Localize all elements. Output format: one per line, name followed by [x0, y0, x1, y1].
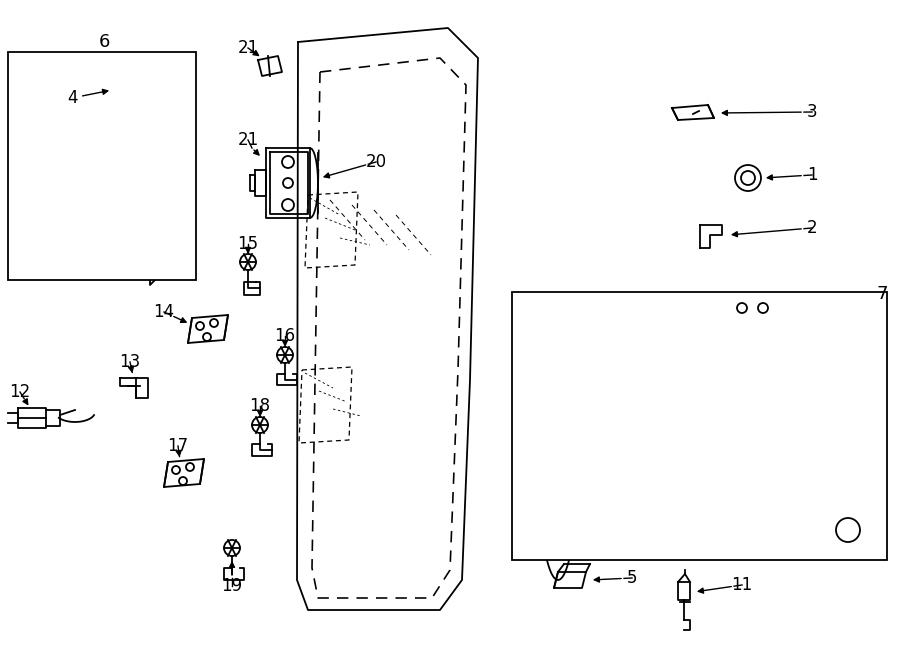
Text: 5: 5 [626, 569, 637, 587]
Text: 21: 21 [238, 39, 258, 57]
Text: 21: 21 [238, 131, 258, 149]
Text: 7: 7 [877, 285, 887, 303]
Text: 2: 2 [806, 219, 817, 237]
Text: 14: 14 [153, 303, 175, 321]
Text: 17: 17 [167, 437, 189, 455]
Text: 18: 18 [249, 397, 271, 415]
Text: 19: 19 [221, 577, 243, 595]
Bar [512, 292, 887, 560]
Text: 6: 6 [98, 33, 110, 51]
Text: 13: 13 [120, 353, 140, 371]
Text: 4: 4 [67, 89, 77, 107]
Text: 15: 15 [238, 235, 258, 253]
Text: 20: 20 [365, 153, 387, 171]
Text: 1: 1 [806, 166, 817, 184]
Text: 16: 16 [274, 327, 295, 345]
Text: 11: 11 [732, 576, 752, 594]
Bar [8, 52, 196, 280]
Text: 3: 3 [806, 103, 817, 121]
Text: 12: 12 [9, 383, 31, 401]
